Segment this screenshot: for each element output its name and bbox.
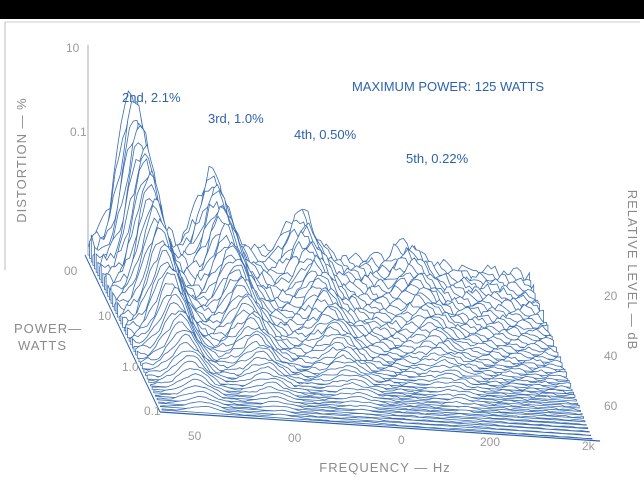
trace — [148, 360, 581, 412]
right-tick-label: 20 — [604, 289, 618, 303]
trace — [141, 333, 576, 399]
waterfall — [87, 90, 593, 440]
x-tick-label: 2k — [582, 439, 596, 453]
trace — [138, 321, 573, 392]
x-axis-label: FREQUENCY — Hz — [319, 460, 451, 475]
trace — [159, 401, 591, 437]
y-tick-label: 10 — [66, 41, 80, 55]
depth-tick-label: 0.1 — [144, 404, 161, 418]
x-tick-label: 0 — [398, 433, 405, 447]
annotation: 2nd, 2.1% — [122, 90, 181, 105]
annotation: 5th, 0.22% — [406, 151, 469, 166]
top-bar — [0, 0, 644, 19]
trace — [154, 385, 587, 426]
right-tick-label: 60 — [604, 399, 618, 413]
depth-axis-label: POWER— — [14, 321, 82, 336]
right-axis-label: RELATIVE LEVEL — dB — [625, 190, 640, 351]
x-tick-label: 200 — [480, 435, 500, 449]
trace — [158, 395, 590, 433]
y-tick-label: 00 — [64, 264, 78, 278]
depth-axis-label: WATTS — [18, 338, 67, 353]
trace — [150, 368, 583, 416]
trace — [151, 373, 584, 419]
trace — [156, 391, 589, 430]
depth-axis — [84, 254, 161, 413]
annotation: 3rd, 1.0% — [208, 111, 264, 126]
depth-tick-label: 10 — [98, 309, 112, 323]
trace — [161, 405, 593, 440]
trace — [153, 378, 586, 423]
base-axis — [159, 411, 601, 442]
x-tick-label: 50 — [188, 429, 202, 443]
title: MAXIMUM POWER: 125 WATTS — [352, 79, 544, 94]
annotation: 4th, 0.50% — [294, 127, 357, 142]
y-axis-label: DISTORTION — % — [14, 97, 29, 222]
x-tick-label: 00 — [288, 431, 302, 445]
trace — [143, 342, 577, 402]
depth-tick-label: 1.0 — [122, 360, 139, 374]
y-tick-label: 0.1 — [70, 125, 87, 139]
right-tick-label: 40 — [604, 349, 618, 363]
